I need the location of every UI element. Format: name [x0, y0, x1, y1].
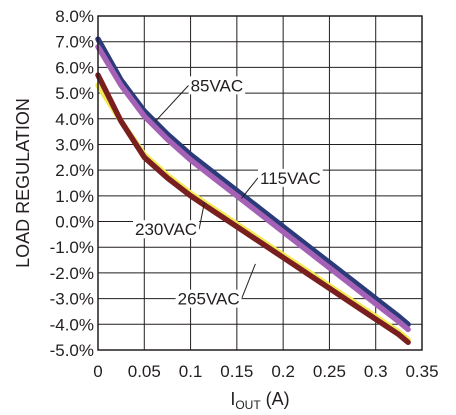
y-tick-label: 5.0%	[55, 84, 94, 103]
x-tick-label: 0.3	[364, 362, 388, 381]
y-tick-label: 8.0%	[55, 7, 94, 26]
annotation-label-bg-265vac	[175, 289, 242, 308]
y-tick-label: 2.0%	[55, 161, 94, 180]
annotation-label-265vac: 265VAC	[178, 290, 240, 309]
x-tick-label: 0.1	[179, 362, 203, 381]
y-tick-label: 7.0%	[55, 33, 94, 52]
annotation-label-bg-115vac	[258, 168, 323, 187]
x-axis-title-subscript: OUT	[235, 398, 261, 412]
x-tick-labels: 0 0.05 0.1 0.15 0.2 0.25 0.3 0.35	[93, 362, 438, 381]
x-axis-title: IOUT (A)	[230, 389, 289, 412]
y-tick-label: -5.0%	[50, 341, 94, 360]
annotation-label-bg-85vac	[188, 76, 246, 95]
y-axis-title: LOAD REGULATION	[13, 98, 33, 268]
y-tick-label: 3.0%	[55, 135, 94, 154]
x-axis-title-unit: (A)	[261, 389, 290, 409]
x-tick-label: 0.05	[128, 362, 161, 381]
x-tick-label: 0.2	[271, 362, 295, 381]
x-tick-label: 0.35	[405, 362, 438, 381]
y-tick-label: -1.0%	[50, 238, 94, 257]
series-line-115vac	[95, 44, 411, 333]
annotation-label-85vac: 85VAC	[191, 76, 244, 95]
annotation-labels: 85VAC 115VAC 230VAC 265VAC	[133, 76, 323, 309]
x-axis-title-main: I	[230, 389, 235, 409]
y-tick-labels: 8.0% 7.0% 6.0% 5.0% 4.0% 3.0% 2.0% 1.0% 0.0% -1.0…	[50, 7, 94, 360]
x-tick-label: 0.15	[220, 362, 253, 381]
y-tick-label: -3.0%	[50, 290, 94, 309]
x-tick-label: 0.25	[313, 362, 346, 381]
annotation-pointer-85vac	[155, 85, 189, 122]
annotation-label-115vac: 115VAC	[260, 169, 321, 188]
annotation-pointer-265vac	[241, 263, 256, 299]
series-line-85vac	[95, 36, 411, 328]
y-tick-label: 6.0%	[55, 58, 94, 77]
y-tick-label: -4.0%	[50, 315, 94, 334]
x-tick-label: 0	[93, 362, 102, 381]
annotation-label-bg-230vac	[133, 220, 200, 239]
y-tick-label: 4.0%	[55, 110, 94, 129]
annotation-pointer-230vac	[198, 202, 205, 230]
series-lines	[95, 36, 411, 346]
annotation-label-230vac: 230VAC	[135, 220, 197, 239]
y-tick-label: -2.0%	[50, 264, 94, 283]
annotation-pointer-115vac	[241, 177, 259, 199]
y-tick-label: 1.0%	[55, 187, 94, 206]
annotation-pointers	[155, 85, 259, 299]
series-line-265vac	[95, 72, 411, 346]
plot-frame	[97, 15, 423, 351]
y-tick-label: 0.0%	[55, 213, 94, 232]
